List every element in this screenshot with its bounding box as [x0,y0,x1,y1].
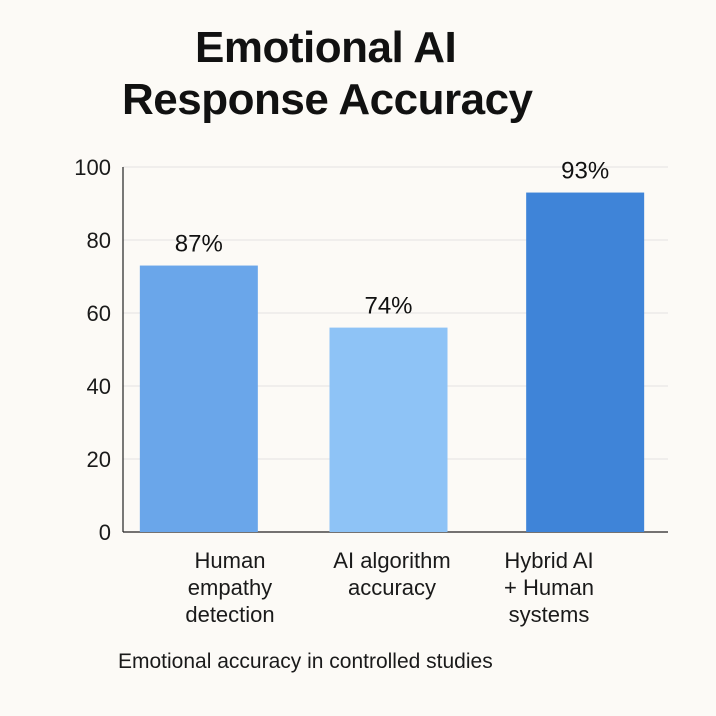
bar-0 [139,265,258,532]
chart-title-line-1: Emotional AI [195,23,457,72]
y-tick-label-0: 0 [99,520,111,545]
chart-title-line-2: Response Accuracy [122,75,533,124]
y-tick-label-80: 80 [87,228,111,253]
bar-2 [526,192,645,533]
category-label-human-empathy: Human empathy detection [185,548,275,627]
y-tick-label-40: 40 [87,374,111,399]
bar-1 [329,327,448,532]
data-label-0: 87% [175,231,223,258]
data-label-2: 93% [561,158,609,185]
y-tick-label-100: 100 [74,155,111,180]
category-label-ai-algorithm: AI algorithm accuracy [333,548,451,600]
data-label-1: 74% [364,293,412,320]
y-tick-label-60: 60 [87,301,111,326]
category-label-hybrid: Hybrid AI + Human systems [504,548,594,627]
chart-caption: Emotional accuracy in controlled studies [118,650,493,673]
y-tick-label-20: 20 [87,447,111,472]
